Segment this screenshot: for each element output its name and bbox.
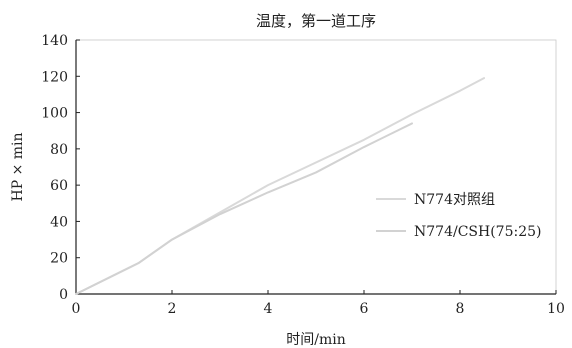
x-tick-label: 10 bbox=[547, 301, 565, 317]
chart-title: 温度，第一道工序 bbox=[256, 12, 376, 30]
x-tick-label: 8 bbox=[456, 301, 465, 317]
x-axis-label: 时间/min bbox=[286, 332, 346, 348]
series-line-2 bbox=[75, 122, 413, 295]
x-tick-label: 0 bbox=[72, 301, 81, 317]
y-tick-label: 140 bbox=[41, 33, 68, 49]
y-tick-label: 0 bbox=[59, 287, 68, 303]
legend-label-1: N774对照组 bbox=[414, 192, 495, 208]
y-tick-label: 120 bbox=[41, 69, 68, 85]
x-tick-label: 6 bbox=[360, 301, 369, 317]
y-tick-label: 60 bbox=[50, 178, 68, 194]
legend: N774对照组 N774/CSH(75:25) bbox=[376, 192, 541, 240]
series-line-1 bbox=[75, 77, 485, 295]
y-tick-label: 20 bbox=[50, 251, 68, 267]
y-tick-label: 80 bbox=[50, 142, 68, 158]
legend-label-2: N774/CSH(75:25) bbox=[414, 224, 541, 240]
series-layer bbox=[75, 77, 485, 295]
y-axis-label: HP × min bbox=[10, 132, 26, 201]
y-tick-label: 100 bbox=[41, 106, 68, 122]
x-tick-label: 2 bbox=[168, 301, 177, 317]
y-tick-label: 40 bbox=[50, 214, 68, 230]
x-tick-label: 4 bbox=[264, 301, 273, 317]
